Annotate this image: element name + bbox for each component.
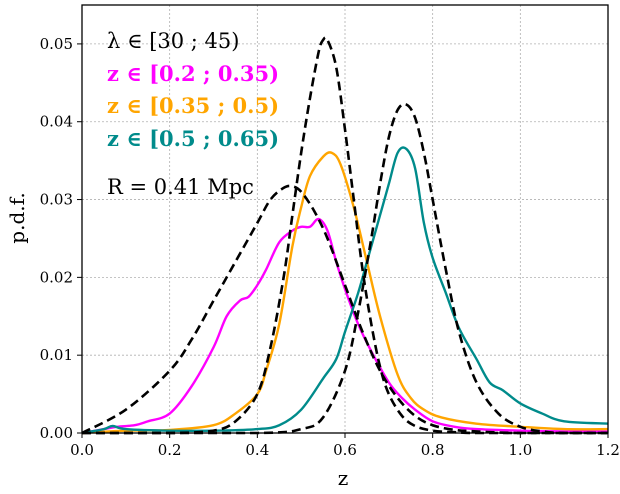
- y-axis-label: p.d.f.: [5, 192, 29, 243]
- legend-series-2: z ∈ [0.35 ; 0.5): [107, 93, 279, 118]
- y-tick-label: 0.03: [40, 191, 73, 209]
- x-axis-label: z: [338, 466, 349, 490]
- model-curve-dashed-5: [81, 102, 608, 435]
- model-curve-dashed-4: [81, 36, 608, 435]
- x-tick-label: 0.8: [421, 441, 445, 459]
- x-tick-label: 0.6: [333, 441, 357, 459]
- x-tick-label: 1.2: [596, 441, 620, 459]
- annotation-radius: R = 0.41 Mpc: [107, 175, 254, 199]
- y-tick-label: 0.05: [40, 35, 73, 53]
- y-tick-label: 0.02: [40, 268, 73, 286]
- model-curve-dashed-3: [81, 184, 608, 435]
- curves: [81, 36, 609, 435]
- y-tick-label: 0.00: [40, 424, 73, 442]
- x-tick-label: 0.0: [70, 441, 94, 459]
- legend-series-1: z ∈ [0.2 ; 0.35): [107, 61, 279, 86]
- y-tick-label: 0.01: [40, 346, 73, 364]
- legend-series-3: z ∈ [0.5 ; 0.65): [107, 126, 279, 151]
- series-curve-1: [81, 151, 609, 435]
- annotation-lambda: λ ∈ [30 ; 45): [107, 29, 239, 53]
- x-tick-label: 1.0: [508, 441, 532, 459]
- y-tick-label: 0.04: [40, 113, 73, 131]
- x-tick-label: 0.2: [158, 441, 182, 459]
- series-curve-0: [81, 217, 609, 435]
- ticks: 0.0 0.2 0.4 0.6 0.8 1.0 1.2 0.00 0.01 0.02 0.03 0.0…: [40, 35, 620, 459]
- x-tick-label: 0.4: [245, 441, 269, 459]
